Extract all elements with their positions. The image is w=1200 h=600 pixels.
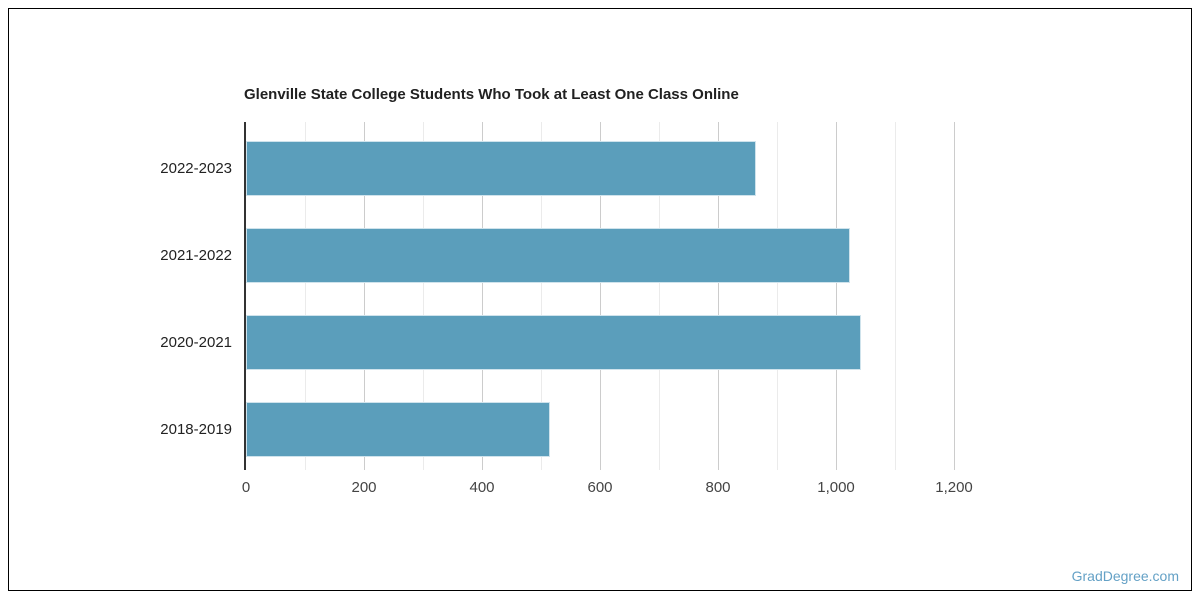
major-gridline <box>954 122 955 470</box>
bar-band <box>246 296 954 383</box>
minor-gridline <box>895 122 896 470</box>
watermark-link[interactable]: GradDegree.com <box>1071 568 1179 584</box>
y-axis-label: 2020-2021 <box>160 334 232 351</box>
chart-title: Glenville State College Students Who Too… <box>244 86 739 103</box>
minor-gridline <box>659 122 660 470</box>
x-axis-tick-label: 400 <box>469 479 495 496</box>
y-axis-line <box>244 122 246 470</box>
bar-2020-2021[interactable] <box>246 315 861 370</box>
x-axis-tick-labels: 0 200 400 600 800 1,000 1,200 <box>242 479 973 499</box>
minor-gridline <box>423 122 424 470</box>
bar-2021-2022[interactable] <box>246 228 851 283</box>
bar-2022-2023[interactable] <box>246 141 756 196</box>
plot-area <box>244 122 955 470</box>
bar-band <box>246 383 954 470</box>
y-axis-labels: 2022-2023 2021-2022 2020-2021 2018-2019 <box>0 122 232 470</box>
minor-gridline <box>305 122 306 470</box>
minor-gridline <box>541 122 542 470</box>
major-gridline <box>836 122 837 470</box>
y-axis-label: 2021-2022 <box>160 247 232 264</box>
x-axis-tick-label: 600 <box>587 479 613 496</box>
x-axis-tick-label: 1,200 <box>935 479 973 496</box>
y-axis-label: 2018-2019 <box>160 421 232 438</box>
y-axis-label: 2022-2023 <box>160 160 232 177</box>
x-axis-tick-label: 0 <box>241 479 251 496</box>
x-axis-tick-label: 800 <box>705 479 731 496</box>
major-gridline <box>482 122 483 470</box>
bar-band <box>246 209 954 296</box>
x-axis-tick-label: 1,000 <box>817 479 855 496</box>
major-gridline <box>718 122 719 470</box>
minor-gridline <box>777 122 778 470</box>
x-axis-tick-label: 200 <box>351 479 377 496</box>
bar-band <box>246 122 954 209</box>
major-gridline <box>364 122 365 470</box>
bar-2018-2019[interactable] <box>246 402 550 457</box>
major-gridline <box>600 122 601 470</box>
